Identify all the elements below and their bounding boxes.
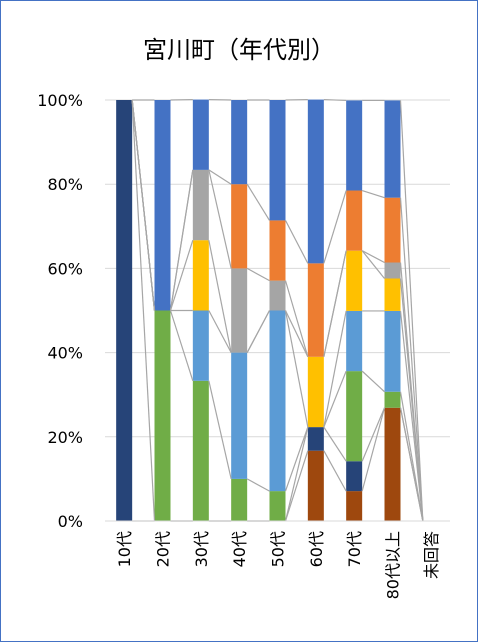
bar-segment [346,250,363,311]
series-line [323,426,347,462]
series-line [246,183,271,221]
bar-segment [307,263,324,357]
series-line [323,250,347,357]
series-line [323,190,347,264]
series-line [284,426,309,492]
bar-segment [269,491,286,521]
series-line [169,240,194,311]
series-line [284,310,309,358]
series-line [323,310,347,428]
y-tick-label: 80% [47,175,83,194]
series-line [131,99,156,311]
series-line [246,478,270,492]
series-line [208,169,232,269]
bar-segment [231,184,248,269]
series-line [361,407,386,492]
series-line [208,240,232,353]
x-tick-label: 80代以上 [384,531,403,599]
y-axis: 0% 20% 40% 60% 80% 100% [37,91,83,531]
x-tick-label: 30代 [192,531,211,567]
x-tick-label: 50代 [269,531,288,567]
bar-segment [307,450,324,521]
x-tick-label: 10代 [115,531,134,567]
bar-segment [384,197,401,263]
y-tick-label: 100% [37,91,83,110]
y-tick-label: 40% [47,344,83,363]
bar-segment [269,220,286,281]
x-axis: 10代 20代 30代 40代 50代 60代 70代 80代以上 未回答 [105,520,450,599]
series-line [284,220,309,264]
series-line [323,370,347,428]
series-line [131,99,156,522]
bar-segment [346,190,363,251]
series-line [284,426,309,522]
series-line [284,450,309,522]
bar-segment [384,407,401,521]
bar-segment [231,352,248,479]
series-line [169,169,194,311]
bar-segment [346,461,363,492]
bars [116,99,401,521]
y-tick-label: 20% [47,428,83,447]
bar-segment [346,491,363,521]
series-line [361,370,385,393]
bar-segment [231,100,248,185]
series-line [246,267,270,282]
chart-title: 宮川町（年代別） [143,36,335,64]
series-line [361,250,385,279]
bar-segment [346,310,363,372]
bar-segment [384,262,401,279]
series-line [284,310,309,428]
bar-segment [154,100,171,311]
series-line [284,280,309,357]
series-line [208,169,232,185]
bar-segment [192,169,209,241]
bar-segment [231,478,248,521]
bar-segment [154,310,171,521]
x-tick-label: 未回答 [422,531,441,579]
bar-segment [269,310,286,492]
series-line [399,100,424,522]
bar-segment [307,427,324,451]
x-tick-label: 40代 [230,531,249,567]
series-line [361,250,385,264]
bar-segment [307,99,324,264]
series-line [208,380,232,480]
bar-segment [384,391,401,408]
y-tick-label: 0% [58,512,83,531]
bar-segment [269,280,286,311]
bar-segment [192,99,209,170]
bar-segment [384,310,401,392]
series-line [361,407,386,462]
x-tick-label: 20代 [154,531,173,567]
bar-segment [346,371,363,462]
bar-segment [269,100,286,221]
bar-segment [384,100,401,198]
series-line [323,450,347,492]
bar-segment [192,240,209,311]
bar-segment [192,380,209,521]
series-line [208,310,232,353]
bar-segment [384,278,401,311]
series-line [323,98,347,102]
bar-segment [116,100,133,521]
series-line [169,310,194,381]
x-tick-label: 60代 [307,531,326,567]
bar-segment [192,310,209,381]
bar-segment [231,268,248,353]
bar-segment [346,100,363,191]
x-tick-label: 70代 [345,531,364,567]
series-line [399,197,424,522]
series-line [246,310,271,353]
y-tick-label: 60% [47,259,83,278]
series-line [361,189,385,199]
series-line [399,391,424,522]
bar-segment [307,356,324,428]
series-line [399,262,424,522]
